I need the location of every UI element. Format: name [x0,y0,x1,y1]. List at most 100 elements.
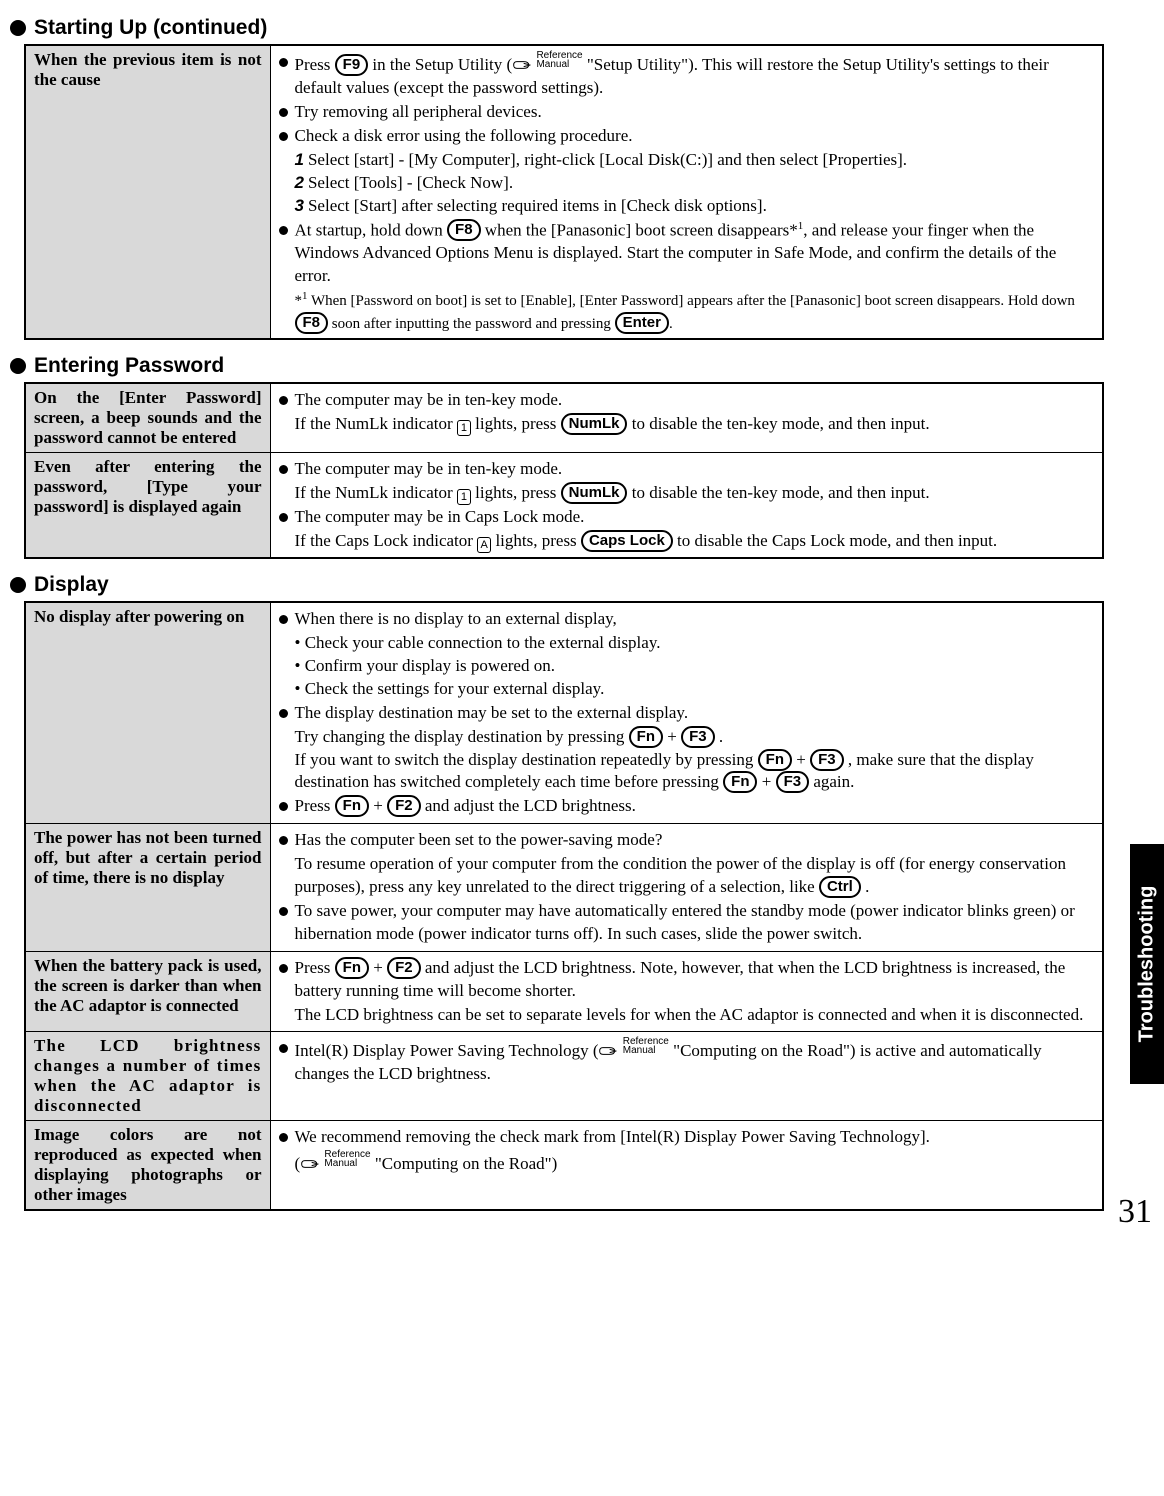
t: The computer may be in ten-key mode. [295,458,1095,481]
n: 1 [295,150,304,169]
key-enter: Enter [615,312,669,334]
row-right: The computer may be in ten-key mode. If … [270,383,1103,453]
n: 2 [295,173,304,192]
t: Press Fn + F2 and adjust the LCD brightn… [295,795,1095,818]
bullet: The computer may be in Caps Lock mode. [279,506,1095,529]
refmanual-icon: ReferenceManual [536,51,582,69]
section-header-password: Entering Password [10,354,1154,378]
bullet-icon [279,108,288,117]
sub: • Check your cable connection to the ext… [295,632,1095,655]
row-left: Image colors are not reproduced as expec… [25,1120,270,1210]
hand-icon [300,1157,320,1171]
step: 1Select [start] - [My Computer], right-c… [295,149,1095,172]
row-left: When the battery pack is used, the scree… [25,952,270,1032]
side-tab-label: Troubleshooting [1136,886,1159,1043]
t: + [663,727,681,746]
sub: • Check the settings for your external d… [295,678,1095,701]
row-right: Press F9 in the Setup Utility ( Referenc… [270,45,1103,339]
key-fn: Fn [758,749,792,771]
row-right: Press Fn + F2 and adjust the LCD brightn… [270,952,1103,1032]
rb: Manual [623,1045,656,1056]
bullet-icon [279,226,288,235]
t: At startup, hold down F8 when the [Panas… [295,219,1095,288]
side-tab-troubleshooting: Troubleshooting [1130,844,1164,1084]
line: The LCD brightness can be set to separat… [295,1004,1095,1027]
line: If the NumLk indicator 1 lights, press N… [295,482,1095,505]
bullet-icon [279,907,288,916]
left-text: When the previous item is not the cause [34,50,262,89]
t: and adjust the LCD brightness. [421,796,636,815]
key-f8: F8 [295,312,329,334]
bullet: Press Fn + F2 and adjust the LCD brightn… [279,957,1095,1003]
t: + [369,796,387,815]
bullet: We recommend removing the check mark fro… [279,1126,1095,1149]
key-numlk: NumLk [561,413,628,435]
section-title: Entering Password [34,354,224,378]
section-title: Starting Up (continued) [34,16,267,40]
t: To resume operation of your computer fro… [295,854,1066,896]
t: lights, press [491,531,581,550]
t: Try changing the display destination by … [295,727,629,746]
sub: • Confirm your display is powered on. [295,655,1095,678]
t: . [861,877,870,896]
t: . [669,316,673,332]
bullet-icon [279,1133,288,1142]
t: If the NumLk indicator [295,414,457,433]
t: to disable the Caps Lock mode, and then … [673,531,997,550]
t: . [715,727,724,746]
bullet-icon [279,709,288,718]
bullet-text: Press F9 in the Setup Utility ( Referenc… [295,51,1095,100]
row-left: Even after entering the password, [Type … [25,453,270,558]
bullet-icon [279,964,288,973]
t: to disable the ten-key mode, and then in… [627,414,929,433]
t: Intel(R) Display Power Saving Technology… [295,1041,599,1060]
row-right: We recommend removing the check mark fro… [270,1120,1103,1210]
rb: Manual [536,59,569,70]
t: lights, press [471,483,561,502]
t: + [757,772,775,791]
section-title: Display [34,573,109,597]
key-f8: F8 [447,219,481,241]
t: The display destination may be set to th… [295,702,1095,725]
t: Check a disk error using the following p… [295,125,1095,148]
bullet-icon [279,802,288,811]
section-header-starting-up: Starting Up (continued) [10,16,1154,40]
key-fn: Fn [335,957,369,979]
t: to disable the ten-key mode, and then in… [627,483,929,502]
bullet: To save power, your computer may have au… [279,900,1095,946]
t: Select [Start] after selecting required … [308,196,767,215]
step: 3Select [Start] after selecting required… [295,195,1095,218]
row-left: No display after powering on [25,602,270,824]
t: Press [295,958,335,977]
t: Press [295,796,335,815]
bullet-icon [279,465,288,474]
indicator-1-icon: 1 [457,489,471,505]
t: Press Fn + F2 and adjust the LCD brightn… [295,957,1095,1003]
t: 1 [302,290,308,302]
bullet-icon [279,132,288,141]
t: Image colors are not reproduced as expec… [34,1125,262,1204]
line: Try changing the display destination by … [295,726,1095,749]
key-f3: F3 [681,726,715,748]
row-left: On the [Enter Password] screen, a beep s… [25,383,270,453]
t: again. [809,772,854,791]
t: The LCD brightness changes a number of t… [34,1036,262,1115]
key-ctrl: Ctrl [819,876,861,898]
t: On the [Enter Password] screen, a beep s… [34,388,262,447]
bullet: Try removing all peripheral devices. [279,101,1095,124]
key-f3: F3 [776,771,810,793]
t: Select [Tools] - [Check Now]. [308,173,513,192]
table-display: No display after powering on When there … [24,601,1104,1211]
t: At startup, hold down [295,220,448,239]
t: Has the computer been set to the power-s… [295,829,1095,852]
t: We recommend removing the check mark fro… [295,1126,1095,1149]
bullet-icon [279,615,288,624]
table-password: On the [Enter Password] screen, a beep s… [24,382,1104,559]
t: lights, press [471,414,561,433]
t: + [792,750,810,769]
indicator-a-icon: A [477,537,491,553]
row-left: The LCD brightness changes a number of t… [25,1031,270,1120]
key-fn: Fn [335,795,369,817]
row-left: The power has not been turned off, but a… [25,824,270,952]
t: If the Caps Lock indicator [295,531,478,550]
